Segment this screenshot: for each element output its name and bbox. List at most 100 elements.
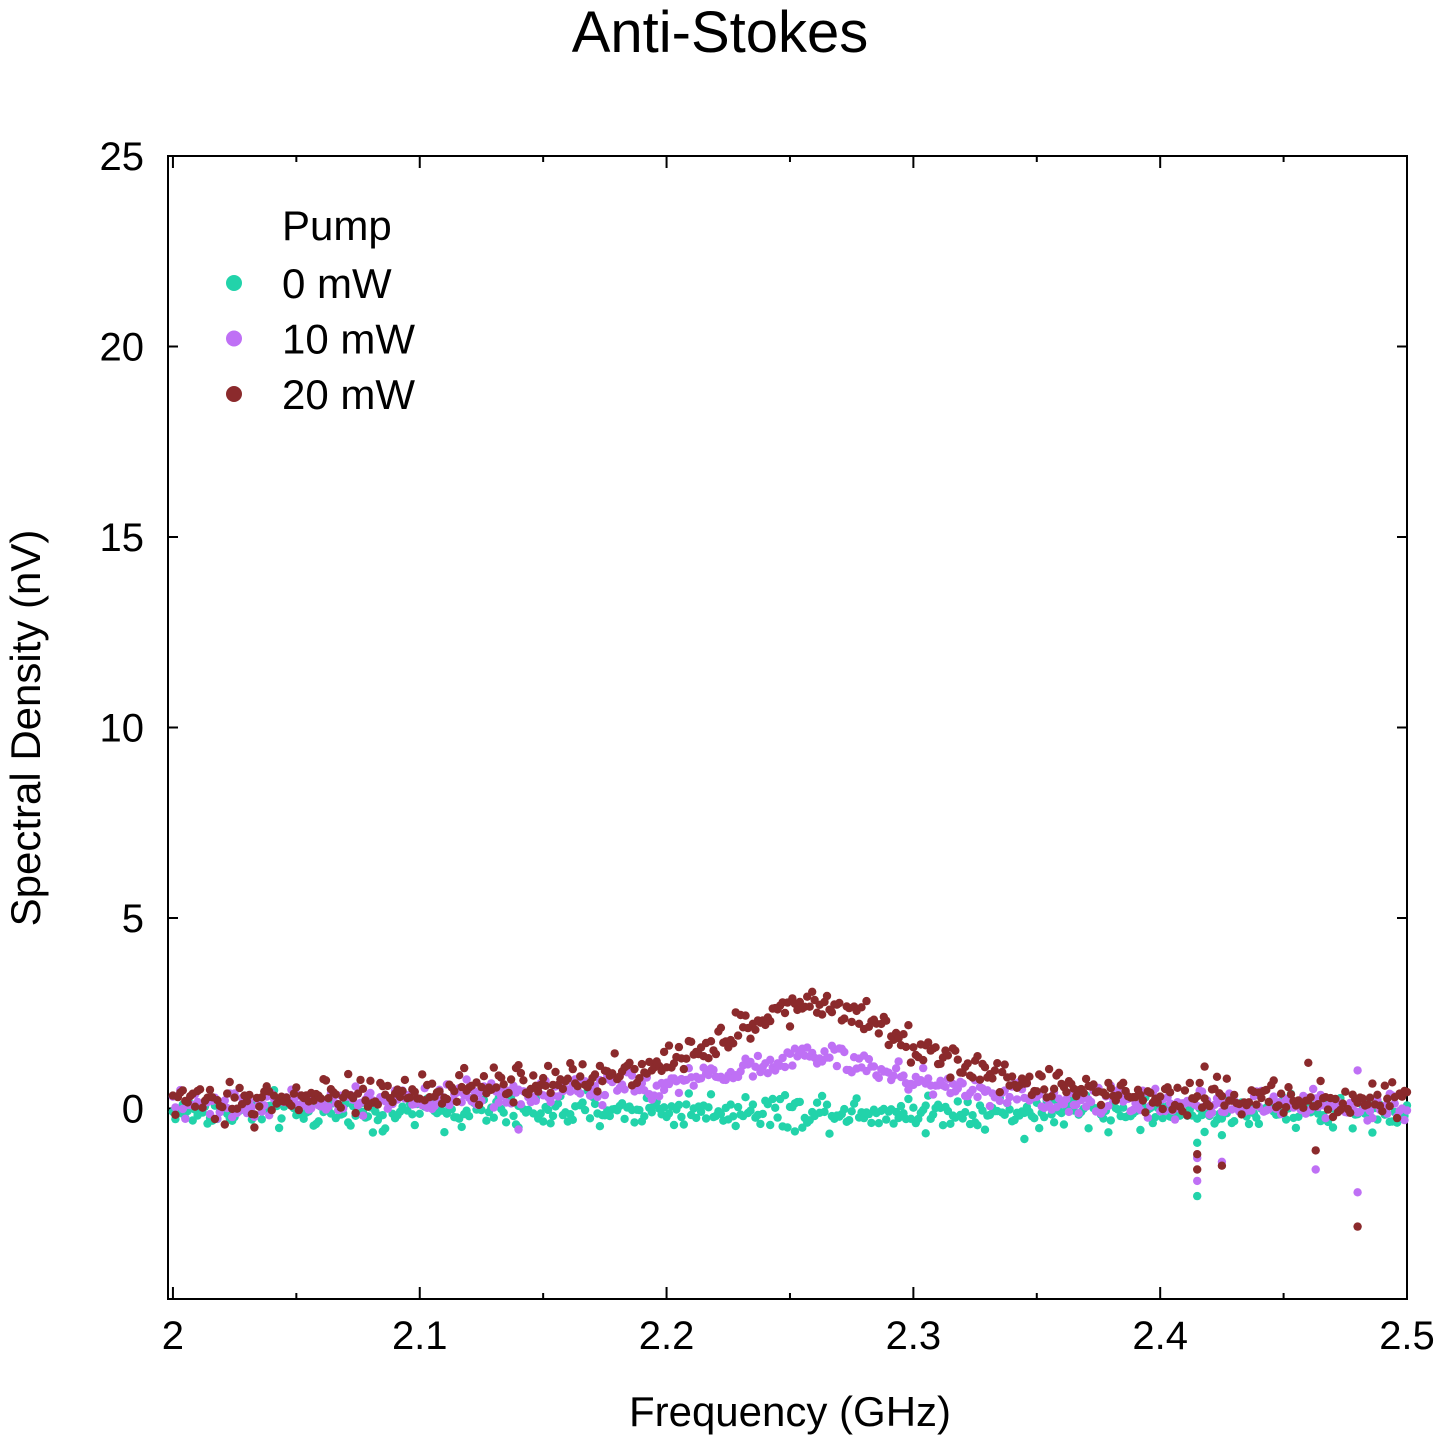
data-point <box>1173 1083 1182 1093</box>
data-point <box>1281 1115 1291 1124</box>
x-tick-label: 2.1 <box>392 1314 448 1358</box>
y-tick-label: 0 <box>122 1088 144 1132</box>
data-point <box>314 1117 323 1126</box>
data-point <box>867 1118 876 1128</box>
data-point <box>766 1120 775 1130</box>
data-point <box>242 1097 252 1106</box>
data-point <box>1049 1118 1059 1127</box>
data-point <box>1368 1128 1377 1137</box>
data-point <box>1368 1113 1377 1123</box>
data-point <box>822 1100 832 1109</box>
data-point <box>1220 1107 1229 1117</box>
data-point <box>1044 1064 1054 1074</box>
data-point <box>766 1055 775 1065</box>
data-point <box>1035 1124 1044 1133</box>
data-point <box>497 1073 506 1082</box>
data-point <box>891 1064 901 1073</box>
data-point <box>531 1096 540 1106</box>
data-point <box>287 1101 296 1111</box>
data-point <box>430 1101 439 1111</box>
data-point <box>1062 1087 1071 1097</box>
data-point <box>961 1108 970 1117</box>
data-point <box>701 1114 711 1123</box>
data-point <box>1005 1105 1014 1114</box>
data-point <box>803 1043 812 1052</box>
data-point <box>1212 1072 1222 1082</box>
data-point <box>1193 1138 1202 1148</box>
data-point <box>704 1103 713 1112</box>
data-point <box>1380 1081 1390 1090</box>
data-point <box>931 1043 940 1052</box>
data-point <box>1383 1094 1392 1103</box>
data-point <box>178 1086 187 1095</box>
data-point <box>659 1047 669 1057</box>
data-point <box>664 1041 674 1050</box>
data-point <box>689 1081 698 1090</box>
data-point <box>1365 1093 1375 1102</box>
legend: Pump 0 mW 10 mW 20 mW <box>226 202 415 418</box>
data-point <box>351 1082 360 1091</box>
data-point <box>585 1114 595 1123</box>
data-point <box>358 1084 368 1094</box>
data-point <box>847 1107 856 1116</box>
data-point <box>1193 1150 1202 1159</box>
data-point <box>440 1128 449 1137</box>
data-point <box>741 1011 750 1020</box>
data-point <box>598 1101 607 1110</box>
data-point <box>1346 1108 1355 1118</box>
data-point <box>1074 1109 1083 1118</box>
data-point <box>953 1097 962 1106</box>
data-point <box>1217 1161 1227 1170</box>
data-point <box>924 1074 933 1083</box>
data-point <box>1104 1128 1113 1137</box>
data-point <box>563 1074 572 1083</box>
data-point <box>225 1077 234 1087</box>
data-point <box>847 1017 856 1027</box>
data-point <box>600 1090 610 1100</box>
data-point <box>1012 1095 1022 1104</box>
data-point <box>1316 1076 1325 1086</box>
data-point <box>729 1039 738 1048</box>
data-point <box>205 1085 215 1095</box>
data-point <box>1311 1165 1320 1174</box>
data-point <box>1205 1101 1214 1111</box>
x-tick-label: 2.2 <box>639 1314 695 1358</box>
legend-entry: 0 mW <box>282 260 392 307</box>
data-point <box>1331 1094 1340 1104</box>
data-point <box>1106 1116 1116 1125</box>
data-point <box>980 1063 990 1072</box>
data-point <box>808 987 817 996</box>
data-point <box>267 1106 276 1115</box>
data-point <box>245 1090 254 1100</box>
data-point <box>1217 1131 1227 1140</box>
data-point <box>1096 1100 1106 1110</box>
x-axis: 2 2.1 2.2 2.3 2.4 2.5 <box>162 156 1435 1358</box>
data-point <box>492 1083 501 1092</box>
data-point <box>869 1062 879 1071</box>
data-point <box>316 1094 326 1103</box>
data-point <box>620 1085 629 1094</box>
data-point <box>899 1030 908 1039</box>
data-point <box>889 1119 898 1128</box>
y-axis-label: Spectral Density (nV) <box>2 530 49 927</box>
data-point <box>820 1047 829 1056</box>
data-point <box>477 1082 486 1092</box>
data-point <box>514 1125 523 1134</box>
data-point <box>509 1111 518 1121</box>
data-point <box>973 1092 982 1102</box>
data-point <box>1392 1113 1402 1123</box>
data-point <box>1217 1114 1227 1123</box>
data-point <box>504 1088 513 1098</box>
data-point <box>901 1042 911 1052</box>
data-point <box>659 1103 669 1112</box>
data-point <box>546 1088 555 1098</box>
data-point <box>551 1067 560 1077</box>
data-point <box>398 1086 407 1096</box>
data-point <box>292 1083 301 1092</box>
data-point <box>1385 1102 1394 1111</box>
data-point <box>921 1129 930 1138</box>
data-point <box>1119 1103 1128 1112</box>
data-point <box>514 1061 523 1070</box>
data-point <box>277 1114 286 1123</box>
data-point <box>862 996 871 1006</box>
